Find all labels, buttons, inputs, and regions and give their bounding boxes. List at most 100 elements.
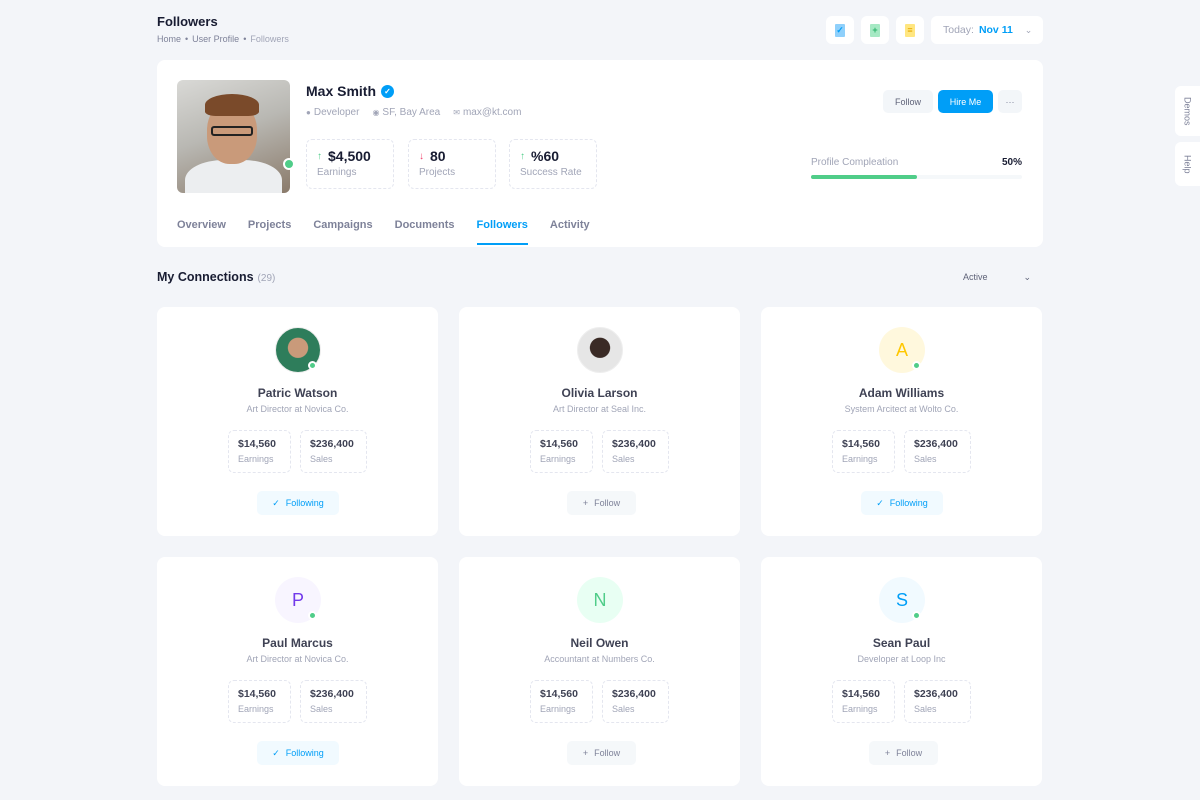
tab-campaigns[interactable]: Campaigns: [313, 219, 373, 231]
earnings-stat: $14,560 Earnings: [228, 430, 291, 473]
earnings-stat: $14,560 Earnings: [530, 680, 593, 723]
mail-icon: ✉: [453, 108, 460, 117]
tab-overview[interactable]: Overview: [177, 219, 226, 231]
date-label: Today:: [943, 24, 974, 36]
check-icon: ✓: [272, 497, 280, 508]
file-add-button[interactable]: +: [861, 16, 889, 44]
connection-role: Art Director at Seal Inc.: [552, 404, 647, 414]
profile-role[interactable]: ● Developer: [306, 107, 360, 118]
chevron-down-icon: ⌄: [1024, 24, 1033, 35]
page-title: Followers: [157, 14, 218, 29]
connection-role: System Arcitect at Wolto Co.: [844, 404, 959, 414]
connection-card: Olivia Larson Art Director at Seal Inc. …: [459, 307, 740, 536]
connection-role: Art Director at Novica Co.: [246, 404, 349, 414]
follow-button[interactable]: Follow: [883, 90, 933, 113]
file-check-button[interactable]: ✓: [826, 16, 854, 44]
completion-progress-bar: [811, 175, 1022, 179]
earnings-stat: $14,560 Earnings: [530, 430, 593, 473]
follow-button[interactable]: + Follow: [567, 741, 636, 765]
sales-stat: $236,400 Sales: [300, 680, 367, 723]
completion-value: 50%: [1001, 157, 1022, 168]
connection-role: Accountant at Numbers Co.: [544, 654, 655, 664]
following-button[interactable]: ✓ Following: [257, 491, 339, 515]
connection-name[interactable]: Adam Williams: [858, 386, 945, 400]
stat-earnings: ↑ $4,500 Earnings: [306, 139, 394, 189]
file-check-icon: ✓: [835, 23, 845, 37]
avatar[interactable]: A: [879, 327, 925, 373]
plus-icon: +: [582, 748, 589, 758]
file-text-icon: ≡: [905, 23, 915, 37]
breadcrumb: Home • User Profile • Followers: [157, 34, 289, 44]
date-value: Nov 11: [978, 24, 1013, 36]
earnings-stat: $14,560 Earnings: [832, 680, 895, 723]
stat-projects: ↓ 80 Projects: [408, 139, 496, 189]
online-indicator: [308, 611, 317, 620]
online-indicator: [912, 611, 921, 620]
connection-name[interactable]: Paul Marcus: [262, 636, 333, 650]
following-button[interactable]: ✓ Following: [861, 491, 943, 515]
connection-name[interactable]: Olivia Larson: [561, 386, 638, 400]
tab-projects[interactable]: Projects: [247, 219, 292, 231]
sales-stat: $236,400 Sales: [300, 430, 367, 473]
status-filter-select[interactable]: Active ⌄: [951, 266, 1043, 288]
online-indicator: [283, 158, 295, 170]
file-add-icon: +: [870, 23, 880, 37]
completion-label: Profile Compleation: [811, 157, 899, 168]
arrow-up-icon: ↑: [317, 150, 322, 162]
date-picker[interactable]: Today: Nov 11 ⌄: [931, 16, 1043, 44]
check-icon: ✓: [876, 497, 884, 508]
connection-name[interactable]: Sean Paul: [872, 636, 931, 650]
connection-name[interactable]: Patric Watson: [257, 386, 338, 400]
breadcrumb-home[interactable]: Home: [157, 34, 182, 44]
online-indicator: [308, 361, 317, 370]
tab-followers[interactable]: Followers: [476, 219, 528, 245]
stat-success-rate: ↑ %60 Success Rate: [509, 139, 597, 189]
breadcrumb-current: Followers: [250, 34, 289, 44]
profile-name[interactable]: Max Smith: [306, 83, 377, 99]
connection-card: S Sean Paul Developer at Loop Inc $14,560…: [761, 557, 1042, 786]
online-indicator: [912, 361, 921, 370]
sales-stat: $236,400 Sales: [904, 680, 971, 723]
tab-activity[interactable]: Activity: [549, 219, 590, 231]
chevron-down-icon: ⌄: [1023, 271, 1031, 282]
avatar[interactable]: [275, 327, 321, 373]
demos-tab[interactable]: Demos: [1175, 86, 1200, 136]
follow-button[interactable]: + Follow: [869, 741, 938, 765]
breadcrumb-user-profile[interactable]: User Profile: [192, 34, 240, 44]
connections-count: (29): [257, 273, 276, 284]
profile-photo: [177, 80, 290, 193]
sales-stat: $236,400 Sales: [602, 680, 669, 723]
profile-location[interactable]: ◉ SF, Bay Area: [372, 107, 441, 118]
help-tab[interactable]: Help: [1175, 142, 1200, 186]
check-icon: ✓: [272, 747, 280, 758]
plus-icon: +: [884, 748, 891, 758]
connection-name[interactable]: Neil Owen: [570, 636, 629, 650]
sales-stat: $236,400 Sales: [904, 430, 971, 473]
connection-card: N Neil Owen Accountant at Numbers Co. $14…: [459, 557, 740, 786]
arrow-down-icon: ↓: [419, 150, 424, 162]
connection-role: Developer at Loop Inc: [857, 654, 946, 664]
earnings-stat: $14,560 Earnings: [832, 430, 895, 473]
more-options-button[interactable]: ···: [998, 90, 1022, 113]
connection-role: Art Director at Novica Co.: [246, 654, 349, 664]
user-icon: ●: [306, 108, 311, 117]
connections-title: My Connections: [157, 270, 254, 284]
following-button[interactable]: ✓ Following: [257, 741, 339, 765]
tab-documents[interactable]: Documents: [394, 219, 455, 231]
arrow-up-icon: ↑: [520, 150, 525, 162]
sales-stat: $236,400 Sales: [602, 430, 669, 473]
connection-card: P Paul Marcus Art Director at Novica Co. …: [157, 557, 438, 786]
connection-card: Patric Watson Art Director at Novica Co.…: [157, 307, 438, 536]
plus-icon: +: [582, 498, 589, 508]
location-icon: ◉: [372, 108, 380, 117]
profile-email[interactable]: ✉ max@kt.com: [453, 107, 522, 118]
profile-card: Max Smith ✓ ● Developer ◉ SF, Bay Area ✉ max…: [157, 60, 1043, 247]
avatar[interactable]: [577, 327, 623, 373]
earnings-stat: $14,560 Earnings: [228, 680, 291, 723]
file-text-button[interactable]: ≡: [896, 16, 924, 44]
connection-card: A Adam Williams System Arcitect at Wolto …: [761, 307, 1042, 536]
hire-me-button[interactable]: Hire Me: [938, 90, 993, 113]
verified-icon: ✓: [381, 84, 395, 98]
avatar[interactable]: N: [577, 577, 623, 623]
follow-button[interactable]: + Follow: [567, 491, 636, 515]
